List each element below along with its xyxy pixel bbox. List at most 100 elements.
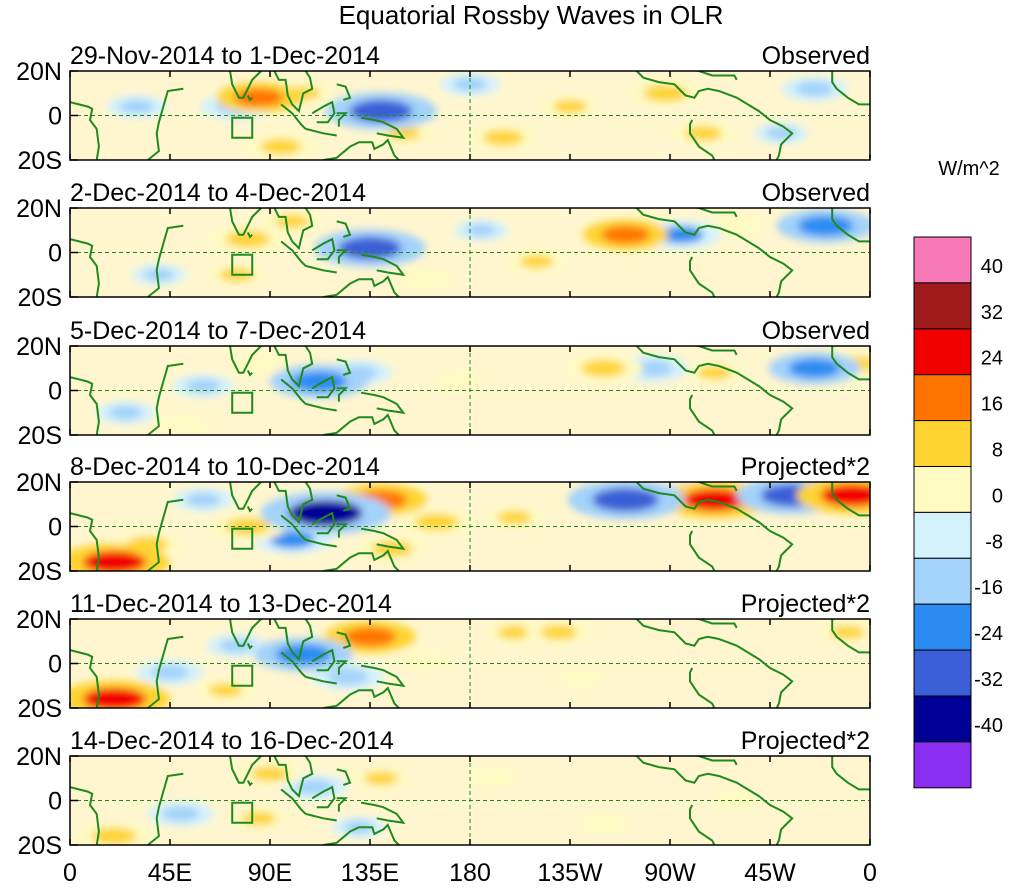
y-tick-label: 20N xyxy=(16,606,62,634)
coastline xyxy=(280,240,307,267)
coastline xyxy=(229,71,262,99)
anomaly-core xyxy=(445,375,473,388)
coastline xyxy=(147,224,184,297)
coastline xyxy=(360,527,406,551)
coastline xyxy=(305,402,337,412)
coastline xyxy=(323,275,400,297)
coastline xyxy=(70,238,100,297)
anomaly-core xyxy=(260,138,302,155)
coastline xyxy=(229,756,262,784)
coastline xyxy=(336,112,349,127)
coastline xyxy=(323,138,400,160)
anomaly-core xyxy=(580,359,626,377)
coastline xyxy=(280,651,307,678)
coastline xyxy=(311,648,336,672)
colorbar-label: 8 xyxy=(992,440,1003,462)
anomaly-core xyxy=(288,500,363,527)
colorbar-label: -40 xyxy=(974,715,1003,737)
anomaly-core xyxy=(697,365,732,380)
coastline xyxy=(323,549,400,571)
anomaly-core xyxy=(497,510,532,525)
panel-label: Observed xyxy=(762,42,870,70)
coastline xyxy=(70,376,100,435)
x-tick-label: 90W xyxy=(644,859,696,887)
anomaly-core xyxy=(83,550,146,571)
colorbar-box xyxy=(913,603,972,651)
coastline xyxy=(336,768,352,786)
colorbar-units: W/m^2 xyxy=(938,158,1000,180)
y-tick-label: 20N xyxy=(16,333,62,361)
colorbar-label: 32 xyxy=(981,302,1003,324)
coastline xyxy=(280,103,307,130)
colorbar: W/m^2 40 32 24 16 8 0 -8 -16 -24 -32 -40 xyxy=(913,158,1003,789)
anomaly-core xyxy=(251,766,289,782)
coastline xyxy=(831,619,870,654)
coastline xyxy=(689,804,716,845)
panel-date-range: 14-Dec-2014 to 16-Dec-2014 xyxy=(70,727,394,755)
coastline xyxy=(147,498,184,571)
coastline xyxy=(323,413,400,435)
anomaly-core xyxy=(830,625,865,640)
y-tick-label: 0 xyxy=(48,378,62,406)
coastline xyxy=(689,667,716,708)
coastline xyxy=(681,756,738,766)
coastline xyxy=(246,643,253,650)
y-tick-label: 20S xyxy=(18,558,62,586)
coastline xyxy=(305,264,337,274)
reference-box xyxy=(231,527,254,550)
x-tick-label: 45W xyxy=(744,859,796,887)
x-tick-label: 180 xyxy=(449,859,491,887)
coastline xyxy=(336,387,349,402)
coastlines xyxy=(70,482,870,571)
coastline xyxy=(246,780,253,787)
coastline xyxy=(147,362,184,435)
coastline xyxy=(229,208,262,236)
coastline xyxy=(681,619,738,629)
panel-1: 29-Nov-2014 to 1-Dec-2014 Observed 20N 0 20S xyxy=(16,42,871,175)
anomaly-core xyxy=(592,487,659,512)
anomaly-core xyxy=(234,88,284,107)
coastline xyxy=(635,619,794,708)
coastline xyxy=(323,823,400,845)
anomaly-core xyxy=(344,627,396,647)
coastline xyxy=(336,631,352,649)
panel-label: Projected*2 xyxy=(741,453,870,481)
coastline xyxy=(229,619,262,647)
anomaly-core xyxy=(327,668,369,685)
coastline xyxy=(280,378,307,405)
coastline xyxy=(681,71,738,81)
coastline xyxy=(147,87,184,160)
y-tick-label: 20N xyxy=(16,195,62,223)
coastline xyxy=(681,346,738,356)
coastline xyxy=(273,71,314,114)
anomaly-core xyxy=(795,81,834,97)
y-tick-label: 20S xyxy=(18,422,62,450)
coastlines xyxy=(70,71,870,160)
panel-date-range: 11-Dec-2014 to 13-Dec-2014 xyxy=(70,590,392,618)
anomaly-core xyxy=(589,817,617,829)
anomaly-core xyxy=(788,358,841,378)
anomaly-field xyxy=(70,208,870,297)
anomaly-core xyxy=(658,226,704,244)
coastline xyxy=(70,786,100,845)
colorbar-label: -24 xyxy=(974,623,1003,645)
x-axis: 0 45E 90E 135E 180 135W 90W 45W 0 xyxy=(63,859,877,887)
coastline xyxy=(246,95,253,102)
coastline xyxy=(311,785,336,809)
coastline xyxy=(689,394,716,435)
coastline xyxy=(360,116,406,140)
coastline xyxy=(336,797,349,812)
coastline xyxy=(273,482,314,525)
colorbar-label: 40 xyxy=(981,256,1003,278)
colorbar-box xyxy=(913,328,972,376)
y-tick-label: 0 xyxy=(48,788,62,816)
coastline xyxy=(305,538,337,548)
coastline xyxy=(273,208,314,251)
y-tick-label: 0 xyxy=(48,651,62,679)
anomaly-core xyxy=(225,230,271,248)
colorbar-label: 16 xyxy=(981,394,1003,416)
panel-date-range: 5-Dec-2014 to 7-Dec-2014 xyxy=(70,317,366,345)
anomaly-core xyxy=(631,360,673,377)
y-tick-label: 20N xyxy=(16,469,62,497)
y-tick-label: 20S xyxy=(18,284,62,312)
